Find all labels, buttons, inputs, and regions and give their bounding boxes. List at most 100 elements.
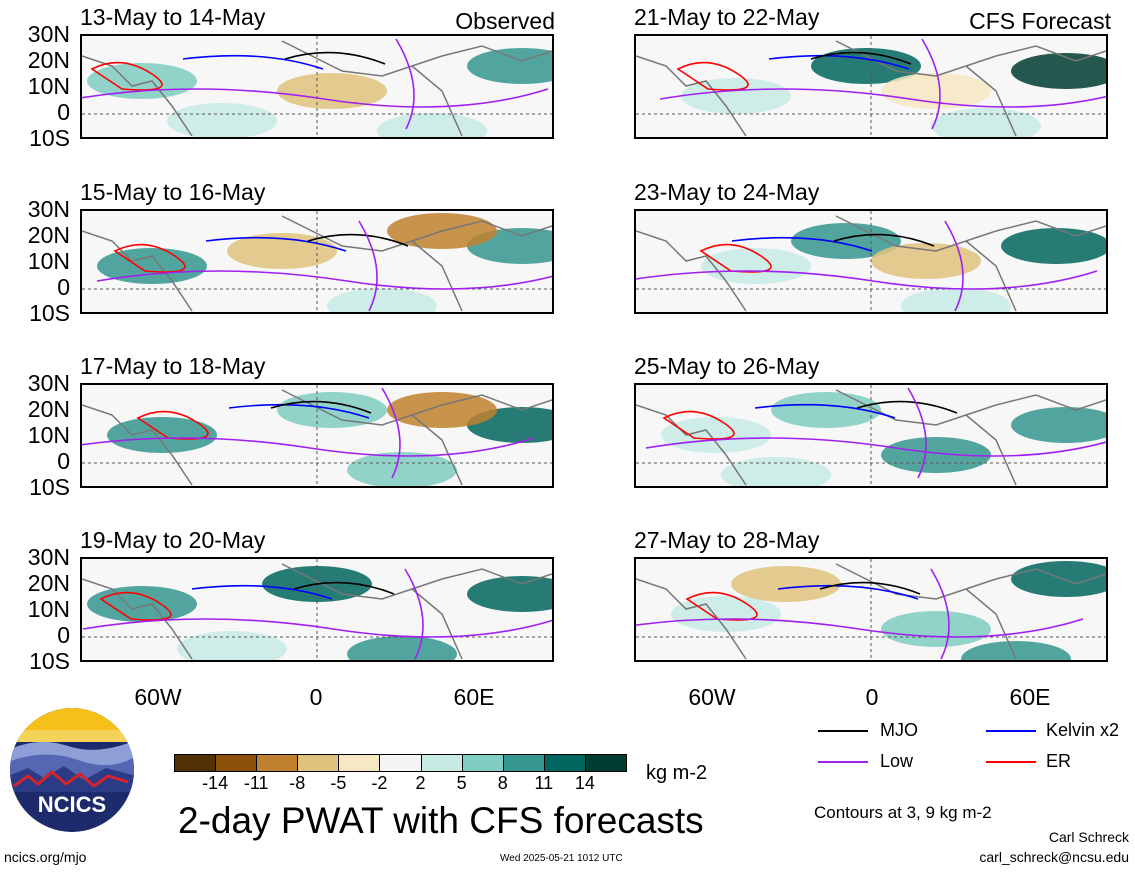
lon-label-0-left: 0 — [309, 684, 323, 710]
lat-label: 20N — [27, 47, 70, 73]
colorbar-tick-label: 11 — [534, 773, 554, 793]
pwat-anomaly-region — [347, 452, 457, 486]
wave-contour — [270, 400, 372, 414]
legend-line-kelvin — [986, 730, 1036, 732]
map-panel-1 — [80, 34, 554, 139]
legend-line-mjo — [818, 730, 868, 732]
main-title: 2-day PWAT with CFS forecasts — [178, 800, 704, 841]
pwat-anomaly-region — [467, 576, 552, 612]
colorbar-units: kg m-2 — [646, 762, 708, 784]
map-graphic — [82, 559, 552, 660]
wave-contour — [645, 437, 1106, 457]
colorbar-swatch — [502, 754, 545, 772]
panel-title-5: 21-May to 22-May — [634, 4, 820, 30]
wave-contour — [404, 568, 424, 660]
pwat-anomaly-region — [811, 48, 921, 84]
wave-contour — [754, 403, 896, 419]
wave-contour — [82, 618, 552, 638]
legend-label-mjo: MJO — [880, 720, 918, 740]
pwat-anomaly-region — [347, 636, 457, 660]
logo-text: NCICS — [38, 792, 106, 817]
footer-url: ncics.org/mjo — [4, 849, 87, 865]
colorbar-tick-label: -8 — [289, 773, 306, 793]
lat-label: 10S — [29, 648, 70, 674]
wave-contour — [636, 618, 1084, 638]
wave-contour — [307, 233, 409, 247]
map-graphic — [82, 211, 552, 312]
pwat-anomaly-region — [701, 248, 811, 284]
lat-label: 0 — [57, 274, 70, 300]
contours-note: Contours at 3, 9 kg m-2 — [814, 803, 992, 822]
map-graphic — [636, 385, 1106, 486]
colorbar-swatch — [338, 754, 381, 772]
wave-contour — [777, 584, 919, 600]
wave-contour — [659, 88, 1106, 108]
wave-contour — [381, 387, 401, 479]
wave-contour — [699, 243, 772, 273]
lon-label-0-right: 0 — [865, 684, 879, 710]
footer-author: Carl Schreck — [1048, 829, 1129, 845]
lat-label: 10N — [27, 248, 70, 274]
lat-label: 20N — [27, 222, 70, 248]
pwat-anomaly-region — [177, 631, 287, 660]
wave-contour — [636, 270, 1098, 290]
wave-contour — [768, 54, 910, 70]
wave-contour — [810, 51, 912, 65]
wave-contour — [662, 410, 735, 440]
pwat-anomaly-region — [167, 103, 277, 137]
panel-title-1: 13-May to 14-May — [80, 4, 266, 30]
coastline — [636, 563, 1106, 660]
colorbar-tick-label: -5 — [330, 773, 347, 793]
colorbar-tick-label: -14 — [202, 773, 229, 793]
pwat-anomaly-region — [881, 437, 991, 473]
pwat-anomaly-region — [681, 78, 791, 114]
legend-label-kelvin: Kelvin x2 — [1046, 720, 1120, 740]
wave-contour — [856, 400, 958, 414]
wave-contour — [819, 581, 921, 595]
pwat-anomaly-region — [901, 288, 1011, 312]
wave-contour — [136, 410, 209, 440]
lat-label: 30N — [27, 21, 70, 47]
pwat-anomaly-region — [731, 566, 841, 602]
panel-title-3: 17-May to 18-May — [80, 353, 266, 379]
ncics-logo: NCICS — [8, 706, 136, 834]
wave-contour — [930, 568, 950, 660]
map-panel-6 — [634, 209, 1108, 314]
legend-line-er — [986, 761, 1036, 763]
wave-contour — [731, 236, 873, 252]
colorbar-tick-label: -2 — [371, 773, 388, 793]
lat-label: 30N — [27, 544, 70, 570]
wave-contour — [82, 88, 549, 108]
observed-label: Observed — [455, 8, 555, 34]
pwat-anomaly-region — [87, 586, 197, 622]
map-panel-3 — [80, 383, 554, 488]
panel-title-7: 25-May to 26-May — [634, 353, 820, 379]
wave-contour — [90, 61, 163, 91]
map-graphic — [82, 385, 552, 486]
wave-contour — [96, 270, 552, 290]
panel-title-8: 27-May to 28-May — [634, 527, 820, 553]
lat-label: 10N — [27, 596, 70, 622]
wave-contour — [921, 38, 941, 130]
map-graphic — [636, 36, 1106, 137]
footer-timestamp: Wed 2025-05-21 1012 UTC — [500, 853, 623, 864]
colorbar-swatch — [420, 754, 463, 772]
pwat-anomaly-region — [387, 392, 497, 428]
pwat-anomaly-region — [327, 288, 437, 312]
coastline — [82, 389, 552, 486]
wave-contour — [358, 220, 378, 312]
colorbar — [174, 754, 627, 772]
pwat-anomaly-region — [1011, 53, 1106, 89]
lat-label: 10S — [29, 474, 70, 500]
map-panel-2 — [80, 209, 554, 314]
lat-label: 10N — [27, 73, 70, 99]
colorbar-swatch — [543, 754, 586, 772]
wave-contour — [99, 591, 172, 621]
panel-title-4: 19-May to 20-May — [80, 527, 266, 553]
wave-contour — [182, 54, 324, 70]
wave-contour — [284, 51, 386, 65]
map-graphic — [636, 559, 1106, 660]
colorbar-tick-label: 2 — [415, 773, 426, 793]
coastline — [636, 215, 1106, 312]
wave-contour — [944, 220, 964, 312]
